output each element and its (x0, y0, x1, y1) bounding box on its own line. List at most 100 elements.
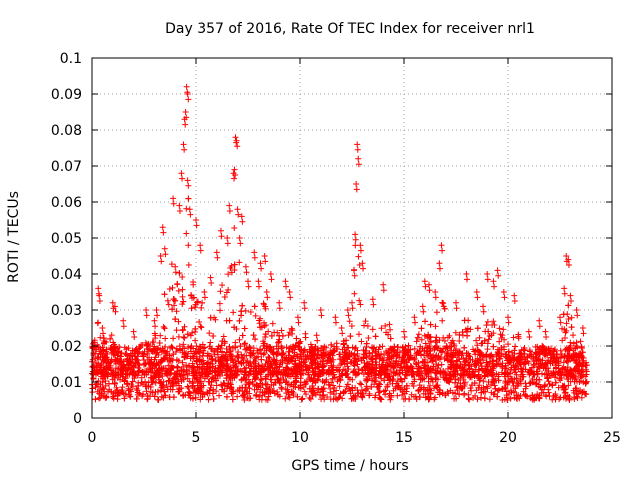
data-point (339, 395, 346, 402)
data-point (456, 356, 463, 363)
x-tick-label: 10 (291, 430, 309, 446)
data-point (351, 267, 358, 274)
data-point (253, 382, 260, 389)
data-point (95, 285, 102, 292)
data-point (434, 365, 441, 372)
data-point (495, 377, 502, 384)
data-point (369, 326, 376, 333)
data-point (319, 352, 326, 359)
data-point (262, 258, 269, 265)
data-point (349, 305, 356, 312)
data-point (143, 388, 150, 395)
data-point (473, 359, 480, 366)
data-point (177, 373, 184, 380)
data-point (379, 343, 386, 350)
data-point (293, 335, 300, 342)
data-point (166, 285, 173, 292)
data-point (149, 339, 156, 346)
data-point (439, 317, 446, 324)
data-point (506, 378, 513, 385)
data-point (166, 352, 173, 359)
data-point (344, 344, 351, 351)
data-point (251, 376, 258, 383)
data-point (225, 286, 232, 293)
data-point (287, 373, 294, 380)
data-point (511, 351, 518, 358)
data-point (163, 381, 170, 388)
data-point (444, 334, 451, 341)
data-point (243, 269, 250, 276)
data-point (545, 386, 552, 393)
data-point (340, 340, 347, 347)
data-point (425, 394, 432, 401)
data-point (394, 392, 401, 399)
data-point (514, 355, 521, 362)
data-point (466, 353, 473, 360)
data-point (477, 394, 484, 401)
data-point (512, 363, 519, 370)
y-tick-label: 0.03 (51, 303, 82, 319)
y-tick-label: 0.09 (51, 87, 82, 103)
data-point (207, 345, 214, 352)
data-point (533, 357, 540, 364)
data-point (472, 358, 479, 365)
data-point (529, 364, 536, 371)
data-point (184, 91, 191, 97)
data-point (120, 323, 127, 330)
data-point (330, 371, 337, 378)
data-point (319, 351, 326, 358)
data-point (542, 352, 549, 359)
data-point (270, 351, 277, 358)
data-point (102, 338, 109, 345)
data-point (183, 230, 190, 237)
data-point (292, 375, 299, 382)
data-point (213, 382, 220, 389)
data-point (167, 371, 174, 378)
data-point (425, 281, 432, 288)
data-point (361, 364, 368, 371)
data-point (372, 333, 379, 340)
data-point (356, 297, 363, 304)
data-point (242, 384, 249, 391)
data-point (279, 350, 286, 357)
data-point (399, 367, 406, 374)
data-point (476, 356, 483, 363)
data-point (110, 390, 117, 397)
data-point (498, 335, 505, 342)
data-point (400, 347, 407, 354)
data-point (288, 366, 295, 373)
data-point (315, 363, 322, 370)
data-point (417, 376, 424, 383)
data-point (147, 384, 154, 391)
data-point (405, 367, 412, 374)
data-point (319, 392, 326, 399)
data-point (302, 334, 309, 341)
data-point (380, 287, 387, 294)
data-point (250, 359, 257, 366)
data-point (278, 369, 285, 376)
data-point (329, 375, 336, 382)
data-point (188, 292, 195, 299)
data-point (287, 294, 294, 301)
data-point (540, 364, 547, 371)
data-point (550, 356, 557, 363)
data-point (311, 377, 318, 384)
data-point (505, 319, 512, 326)
data-point (115, 365, 122, 372)
data-point (197, 242, 204, 249)
data-point (337, 390, 344, 397)
x-tick-label: 15 (395, 430, 413, 446)
data-point (395, 382, 402, 389)
data-point (348, 323, 355, 330)
data-point (576, 367, 583, 374)
data-point (444, 388, 451, 395)
data-point (426, 287, 433, 294)
data-point (98, 390, 105, 397)
data-point (290, 383, 297, 390)
data-point (401, 328, 407, 335)
data-point (562, 366, 569, 372)
data-point (385, 331, 392, 338)
data-point (264, 381, 271, 388)
data-point (99, 325, 106, 331)
data-point (121, 344, 128, 351)
